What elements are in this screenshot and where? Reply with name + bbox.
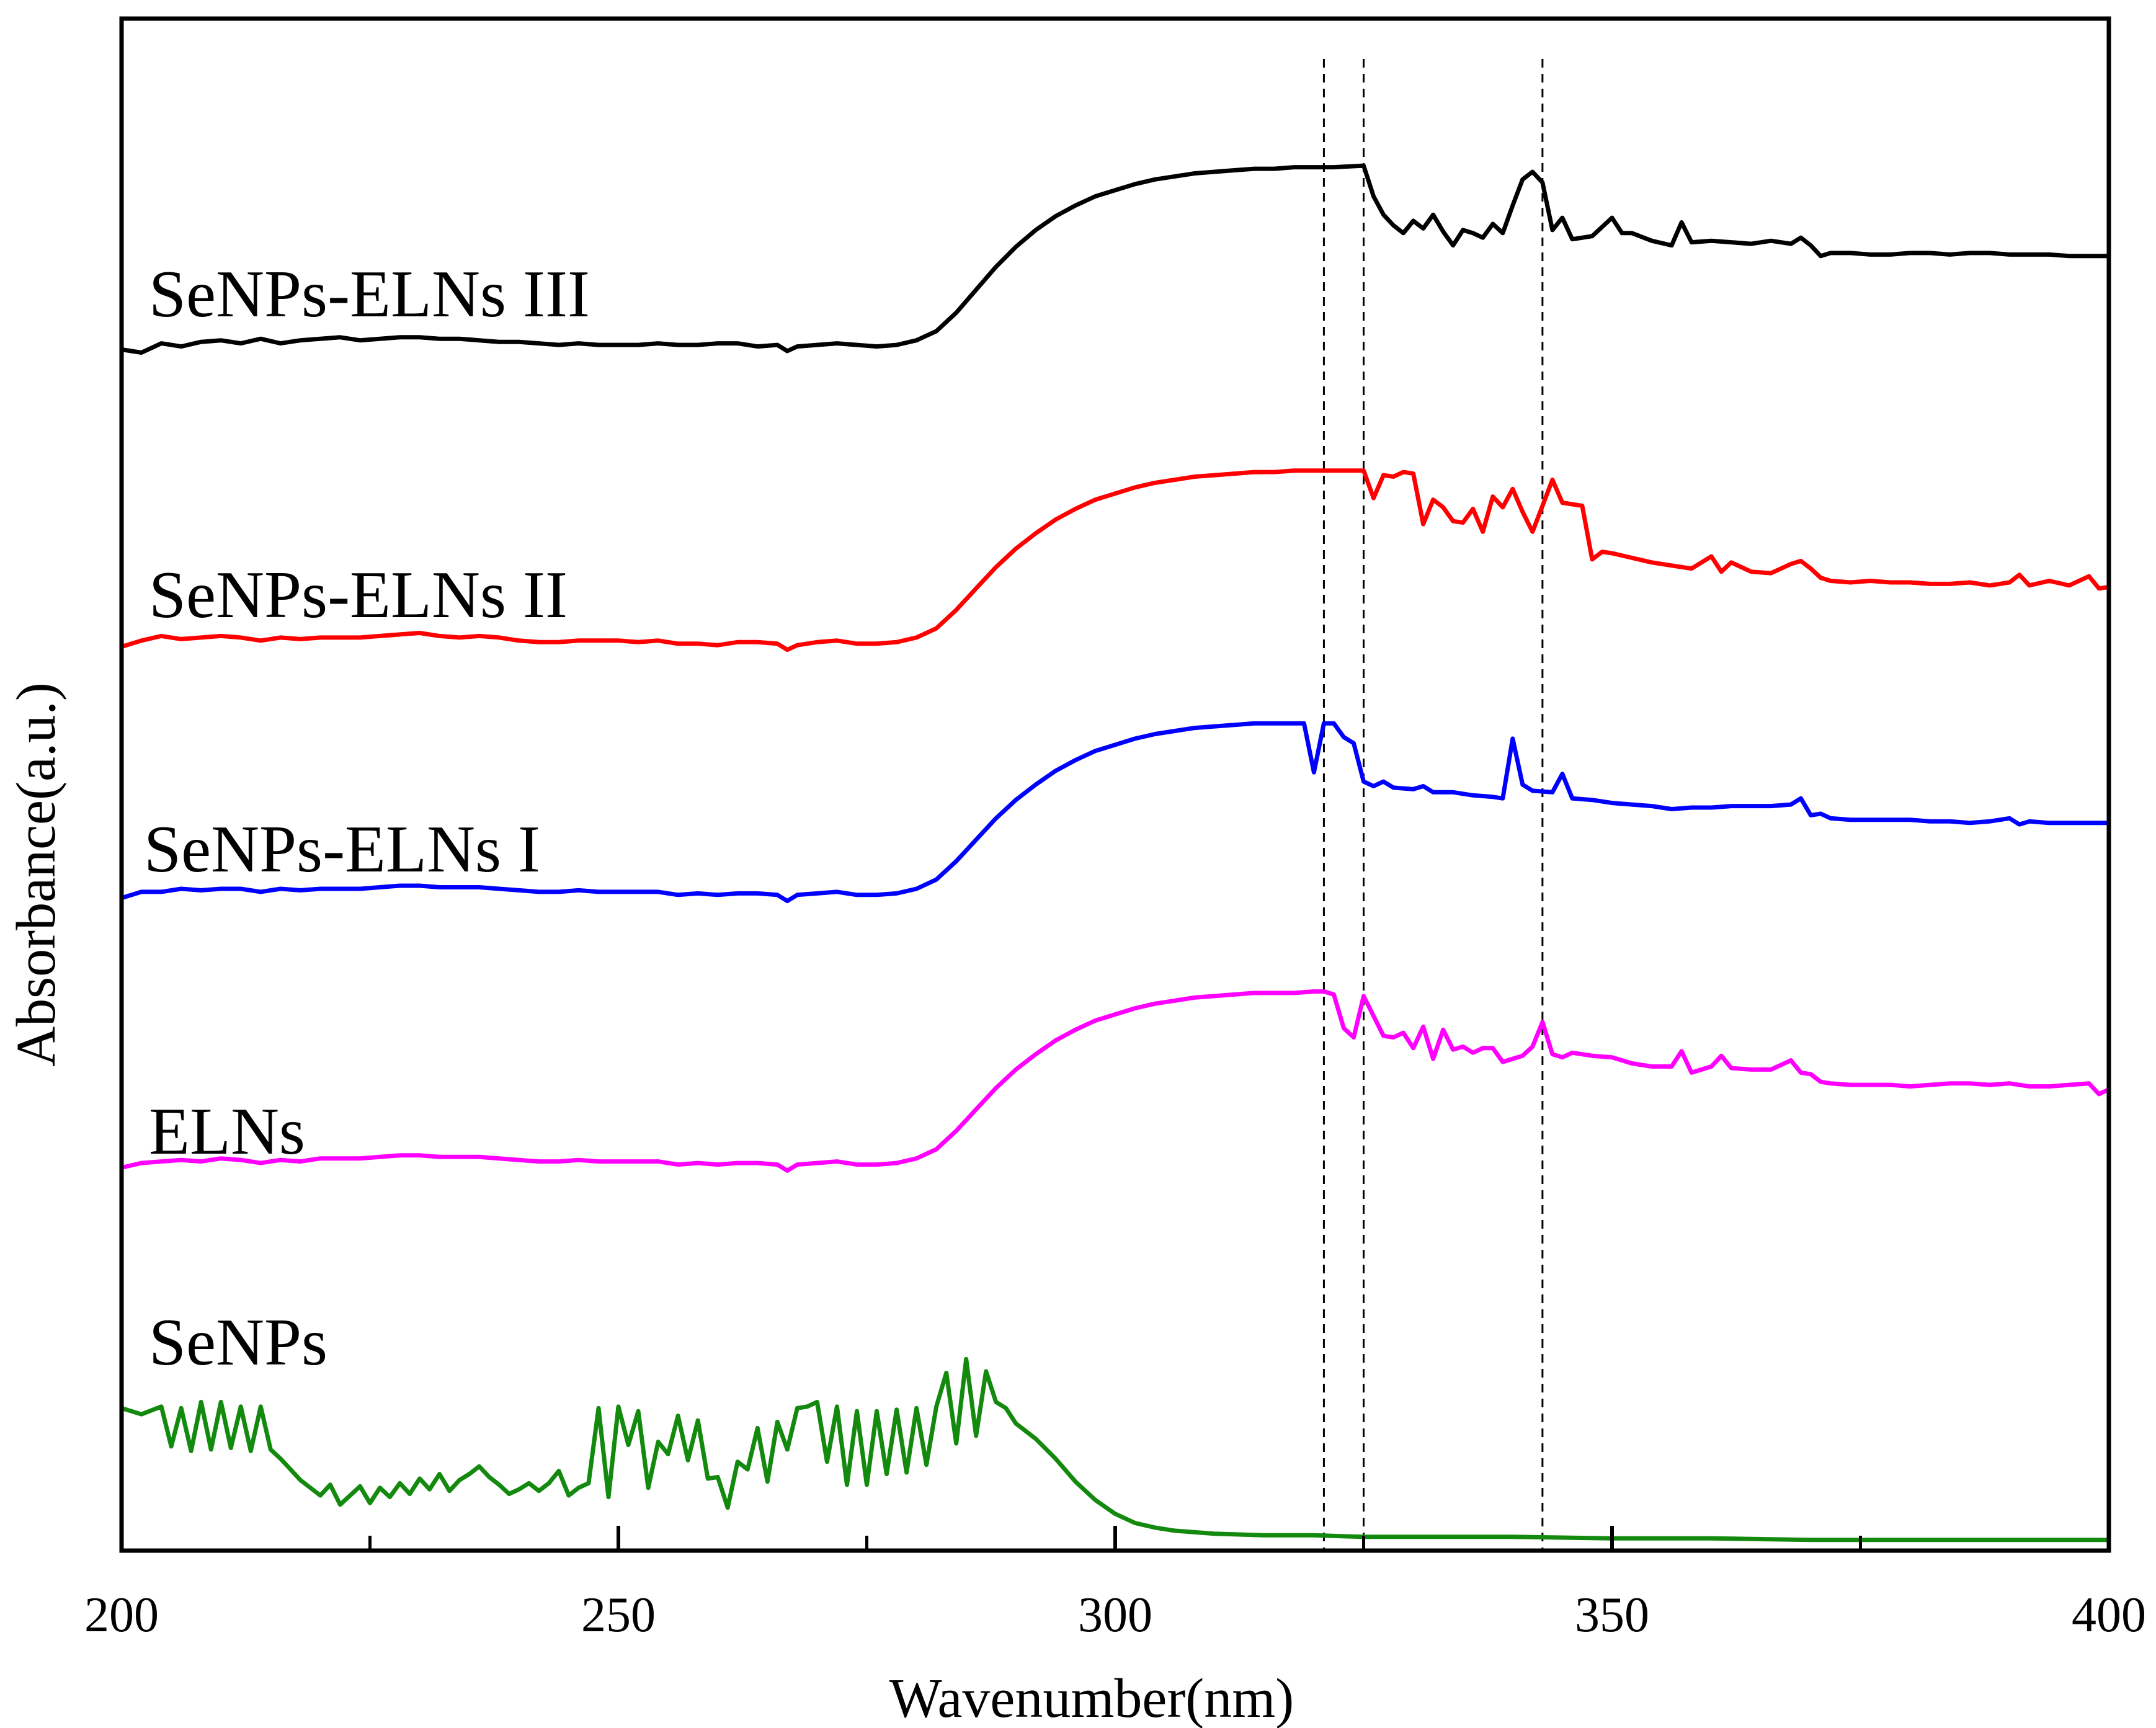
- x-axis-tick-labels: 200 250 300 350 400: [84, 1588, 2146, 1642]
- series-group: [119, 163, 2111, 1543]
- series-label-senps-elns-iii: SeNPs-ELNs III: [149, 257, 590, 331]
- x-axis-title: Wavenumber(nm): [889, 1668, 1294, 1728]
- x-tick-label: 300: [1078, 1588, 1152, 1642]
- series-label-senps: SeNPs: [149, 1306, 327, 1379]
- y-axis-title: Absorbance(a.u.): [6, 682, 67, 1067]
- series-labels: SeNPs-ELNs III SeNPs-ELNs II SeNPs-ELNs …: [144, 257, 590, 1379]
- x-tick-label: 250: [581, 1588, 656, 1642]
- series-line-senps-elns-i: [119, 721, 2111, 904]
- series-label-senps-elns-ii: SeNPs-ELNs II: [149, 558, 568, 632]
- x-tick-label: 400: [2072, 1588, 2146, 1642]
- x-tick-label: 350: [1575, 1588, 1649, 1642]
- series-line-senps-elns-ii: [119, 468, 2111, 652]
- reference-lines: [1322, 59, 1544, 1551]
- series-label-senps-elns-i: SeNPs-ELNs I: [144, 813, 540, 886]
- series-line-senps: [119, 1356, 2111, 1543]
- x-tick-label: 200: [84, 1588, 159, 1642]
- x-axis-ticks: [368, 1526, 1862, 1551]
- series-line-senps-elns-iii: [119, 163, 2111, 355]
- series-line-elns: [119, 989, 2111, 1173]
- series-label-elns: ELNs: [149, 1095, 305, 1169]
